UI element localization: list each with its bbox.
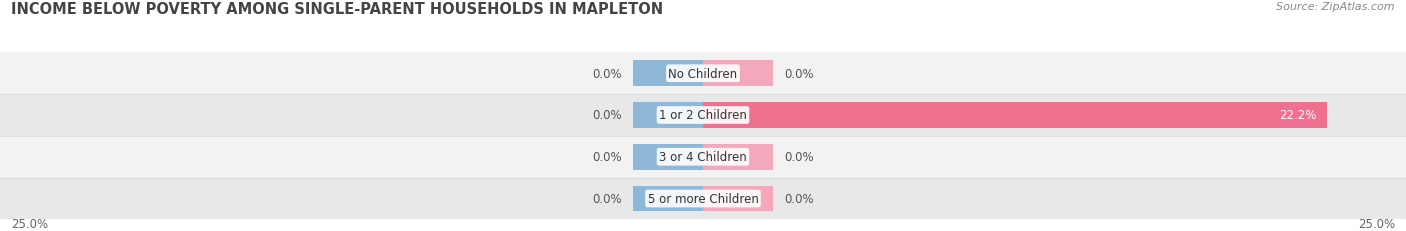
Text: 22.2%: 22.2% bbox=[1278, 109, 1316, 122]
Text: 1 or 2 Children: 1 or 2 Children bbox=[659, 109, 747, 122]
Text: INCOME BELOW POVERTY AMONG SINGLE-PARENT HOUSEHOLDS IN MAPLETON: INCOME BELOW POVERTY AMONG SINGLE-PARENT… bbox=[11, 2, 664, 17]
Text: 0.0%: 0.0% bbox=[592, 192, 621, 205]
Text: No Children: No Children bbox=[668, 67, 738, 80]
Bar bbox=[633, 61, 703, 87]
Bar bbox=[633, 186, 703, 212]
Text: 5 or more Children: 5 or more Children bbox=[648, 192, 758, 205]
Bar bbox=[703, 144, 773, 170]
Text: 0.0%: 0.0% bbox=[785, 192, 814, 205]
Bar bbox=[703, 61, 773, 87]
Text: 0.0%: 0.0% bbox=[785, 151, 814, 164]
Bar bbox=[633, 144, 703, 170]
Bar bbox=[0, 95, 1406, 136]
Bar bbox=[0, 53, 1406, 95]
Text: Source: ZipAtlas.com: Source: ZipAtlas.com bbox=[1277, 2, 1395, 12]
Text: 25.0%: 25.0% bbox=[1358, 217, 1395, 230]
Text: 0.0%: 0.0% bbox=[785, 67, 814, 80]
Text: 0.0%: 0.0% bbox=[592, 109, 621, 122]
Bar bbox=[703, 186, 773, 212]
Bar bbox=[633, 103, 703, 128]
Text: 3 or 4 Children: 3 or 4 Children bbox=[659, 151, 747, 164]
Text: 0.0%: 0.0% bbox=[592, 67, 621, 80]
Bar bbox=[0, 136, 1406, 178]
Text: 0.0%: 0.0% bbox=[592, 151, 621, 164]
Bar bbox=[0, 178, 1406, 219]
Text: 25.0%: 25.0% bbox=[11, 217, 48, 230]
Bar bbox=[703, 103, 1327, 128]
